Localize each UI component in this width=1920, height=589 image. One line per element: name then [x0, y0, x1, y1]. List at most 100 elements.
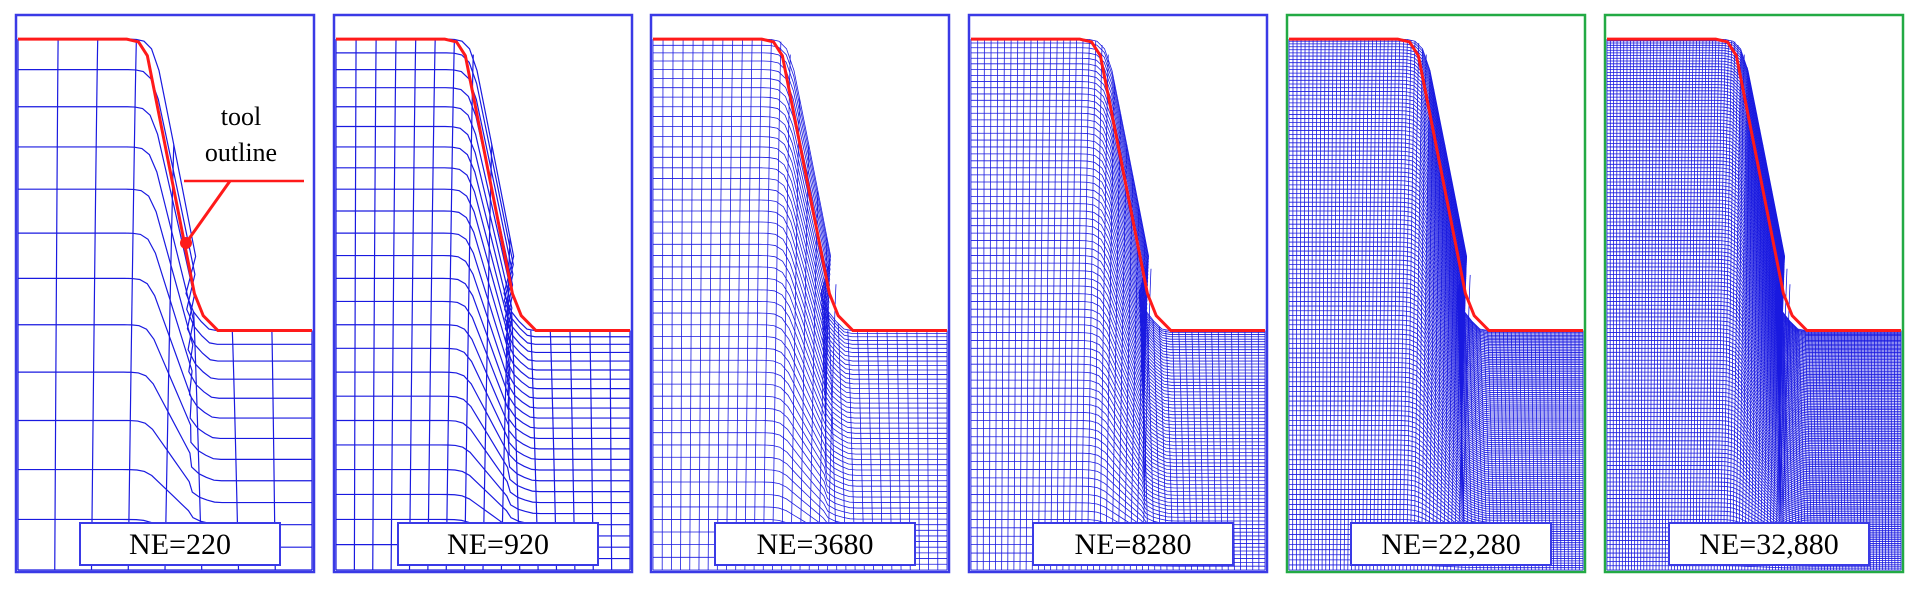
label-box	[397, 522, 599, 566]
mesh-line	[1607, 119, 1901, 368]
tool-outline	[1607, 37, 1901, 333]
mesh-line	[1607, 185, 1901, 398]
label-box	[79, 522, 281, 566]
mesh-line	[18, 419, 312, 504]
mesh-line	[1289, 371, 1583, 482]
mesh-line	[1289, 400, 1583, 495]
label-box	[1668, 522, 1870, 566]
mesh-line	[336, 146, 630, 380]
mesh-line	[971, 316, 1265, 457]
mesh-line	[971, 225, 1265, 416]
mesh-line	[1289, 146, 1583, 380]
mesh-line	[971, 379, 1265, 485]
mesh-line	[1607, 69, 1901, 345]
mesh-line	[1289, 277, 1583, 439]
mesh-line	[971, 387, 1265, 489]
mesh-line	[1289, 405, 1583, 497]
mesh-line	[827, 284, 837, 571]
mesh-line	[653, 255, 947, 429]
mesh-line	[18, 146, 312, 380]
mesh-line	[1074, 39, 1084, 571]
mesh-line	[1289, 255, 1583, 429]
mesh-line	[408, 39, 417, 571]
mesh-line	[971, 403, 1265, 496]
mesh-line	[1607, 174, 1901, 393]
mesh-line	[971, 167, 1265, 390]
mesh-line	[753, 39, 763, 571]
mesh-line	[653, 116, 947, 366]
mesh-line	[1607, 44, 1901, 334]
mesh-line	[1607, 196, 1901, 402]
panel-label: NE=3680	[757, 528, 874, 561]
mesh-line	[1289, 310, 1583, 454]
mesh-line	[336, 254, 630, 429]
mesh-line	[18, 324, 312, 460]
mesh-line	[1607, 424, 1901, 505]
mesh-line	[1607, 355, 1901, 474]
mesh-line	[995, 39, 999, 571]
mesh-line	[1607, 126, 1901, 371]
mesh-line	[1289, 386, 1583, 488]
mesh-line	[653, 266, 947, 434]
label-box	[1032, 522, 1234, 566]
mesh-line	[1289, 106, 1583, 362]
mesh-line	[653, 359, 947, 476]
mesh-line	[971, 270, 1265, 436]
mesh-line	[1289, 439, 1583, 512]
mesh-line	[653, 167, 947, 390]
mesh-line	[1289, 376, 1583, 484]
mesh-line	[127, 39, 137, 571]
mesh-line	[1607, 351, 1901, 473]
mesh-line	[1289, 259, 1583, 431]
leader-dot	[180, 237, 192, 249]
mesh-line	[1289, 150, 1583, 382]
mesh-line	[54, 39, 59, 571]
mesh-line	[1607, 146, 1901, 380]
mesh-line	[1289, 449, 1583, 517]
mesh-line	[1007, 39, 1012, 571]
mesh-line	[1237, 330, 1241, 571]
mesh	[970, 38, 1266, 571]
mesh-line	[653, 52, 947, 338]
mesh-line	[689, 39, 694, 571]
mesh-line	[336, 395, 630, 493]
mesh-line	[653, 395, 947, 493]
mesh-line	[653, 347, 947, 471]
mesh-line	[653, 432, 947, 509]
mesh-line	[1289, 163, 1583, 388]
mesh-line	[1289, 434, 1583, 510]
mesh-line	[762, 39, 772, 571]
mesh-line	[971, 232, 1265, 419]
mesh-line	[971, 42, 1265, 333]
mesh-line	[653, 289, 947, 445]
mesh-line	[336, 106, 630, 362]
mesh-line	[1607, 136, 1901, 375]
mesh-line	[1607, 379, 1901, 485]
mesh-line	[1289, 343, 1583, 469]
mesh-line	[464, 54, 474, 571]
mesh-line	[1607, 324, 1901, 460]
mesh-line	[1289, 110, 1583, 364]
mesh-line	[336, 347, 630, 471]
mesh-line	[653, 232, 947, 419]
mesh-line	[653, 407, 947, 498]
mesh-line	[1607, 274, 1901, 438]
mesh-line	[1607, 178, 1901, 394]
mesh-line	[1607, 375, 1901, 483]
mesh-line	[1607, 289, 1901, 445]
mesh-line	[971, 52, 1265, 338]
mesh-line	[1289, 72, 1583, 347]
mesh-line	[971, 139, 1265, 377]
mesh-line	[971, 217, 1265, 412]
mesh-line	[1607, 78, 1901, 349]
mesh-line	[1607, 199, 1901, 404]
mesh-line	[653, 210, 947, 409]
mesh-line	[1289, 246, 1583, 425]
mesh-line	[653, 188, 947, 399]
mesh-line	[1607, 109, 1901, 363]
mesh-line	[971, 196, 1265, 402]
mesh-line	[1289, 381, 1583, 486]
mesh-line	[1289, 52, 1583, 338]
mesh-line	[653, 178, 947, 394]
